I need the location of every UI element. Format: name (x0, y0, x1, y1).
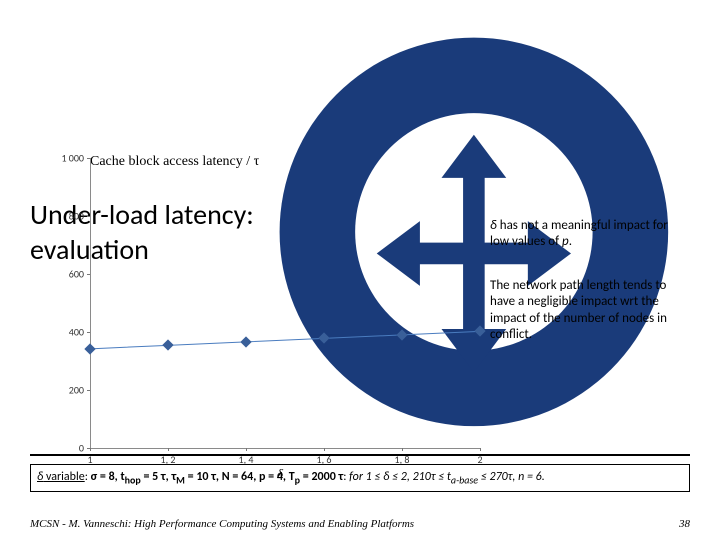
x-tick-label: 1 (87, 453, 92, 466)
y-tick-label: 800 (50, 210, 84, 223)
y-tick-label: 0 (50, 442, 84, 455)
footer: MCSN - M. Vanneschi: High Performance Co… (30, 518, 690, 530)
y-tick-label: 600 (50, 268, 84, 281)
x-tick-label: 1, 2 (161, 453, 176, 466)
chart-plot-area: 02004006008001 00011, 21, 41, 61, 82 (90, 158, 480, 448)
x-tick-label: 1, 4 (239, 453, 254, 466)
x-axis-label: δ (277, 466, 283, 482)
x-tick-label: 1, 6 (317, 453, 332, 466)
chart-annotation: The network path length tends to have a … (490, 278, 680, 343)
chart-annotation: δ has not a meaningful impact for low va… (490, 218, 680, 251)
y-tick-label: 1 000 (50, 152, 84, 165)
y-tick-label: 200 (50, 384, 84, 397)
y-tick-label: 400 (50, 326, 84, 339)
latency-chart: Cache block access latency / τ 020040060… (40, 158, 680, 488)
x-tick-label: 2 (477, 453, 482, 466)
footer-page-number: 38 (679, 518, 690, 530)
x-tick-label: 1, 8 (395, 453, 410, 466)
footer-left: MCSN - M. Vanneschi: High Performance Co… (30, 518, 414, 530)
